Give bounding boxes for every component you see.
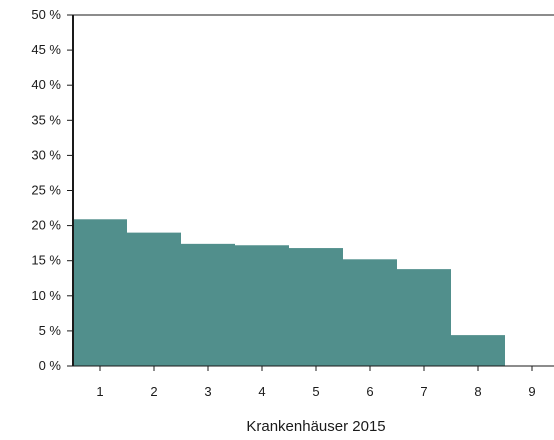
y-tick-label-9: 45 % — [31, 42, 61, 57]
bar-6 — [343, 259, 397, 366]
x-tick-label-9: 9 — [528, 384, 535, 399]
bar-1 — [73, 219, 127, 366]
x-tick-label-4: 4 — [258, 384, 265, 399]
y-tick-label-7: 35 % — [31, 112, 61, 127]
bars-group — [73, 219, 505, 366]
y-tick-label-2: 10 % — [31, 288, 61, 303]
x-tick-label-6: 6 — [366, 384, 373, 399]
bar-3 — [181, 243, 235, 366]
bar-8 — [451, 335, 505, 366]
y-tick-label-5: 25 % — [31, 183, 61, 198]
y-tick-label-4: 20 % — [31, 218, 61, 233]
y-ticks-group: 0 % 5 % 10 % 15 % 20 % 25 % 30 % 35 % 40 % 45 % 50… — [31, 7, 73, 373]
bar-4 — [235, 245, 289, 366]
x-axis-label: Krankenhäuser 2015 — [246, 418, 385, 435]
x-tick-label-2: 2 — [150, 384, 157, 399]
y-tick-label-1: 5 % — [39, 323, 62, 338]
bar-2 — [127, 232, 181, 366]
y-tick-label-6: 30 % — [31, 147, 61, 162]
x-tick-label-8: 8 — [474, 384, 481, 399]
x-tick-label-7: 7 — [420, 384, 427, 399]
x-tick-label-3: 3 — [204, 384, 211, 399]
y-tick-label-3: 15 % — [31, 253, 61, 268]
x-tick-label-1: 1 — [96, 384, 103, 399]
y-tick-label-8: 40 % — [31, 77, 61, 92]
y-tick-label-10: 50 % — [31, 7, 61, 22]
bar-7 — [397, 269, 451, 366]
x-tick-label-5: 5 — [312, 384, 319, 399]
x-ticks-group: 1 2 3 4 5 6 7 8 9 — [96, 366, 536, 399]
y-tick-label-0: 0 % — [39, 358, 62, 373]
bar-5 — [289, 248, 343, 366]
